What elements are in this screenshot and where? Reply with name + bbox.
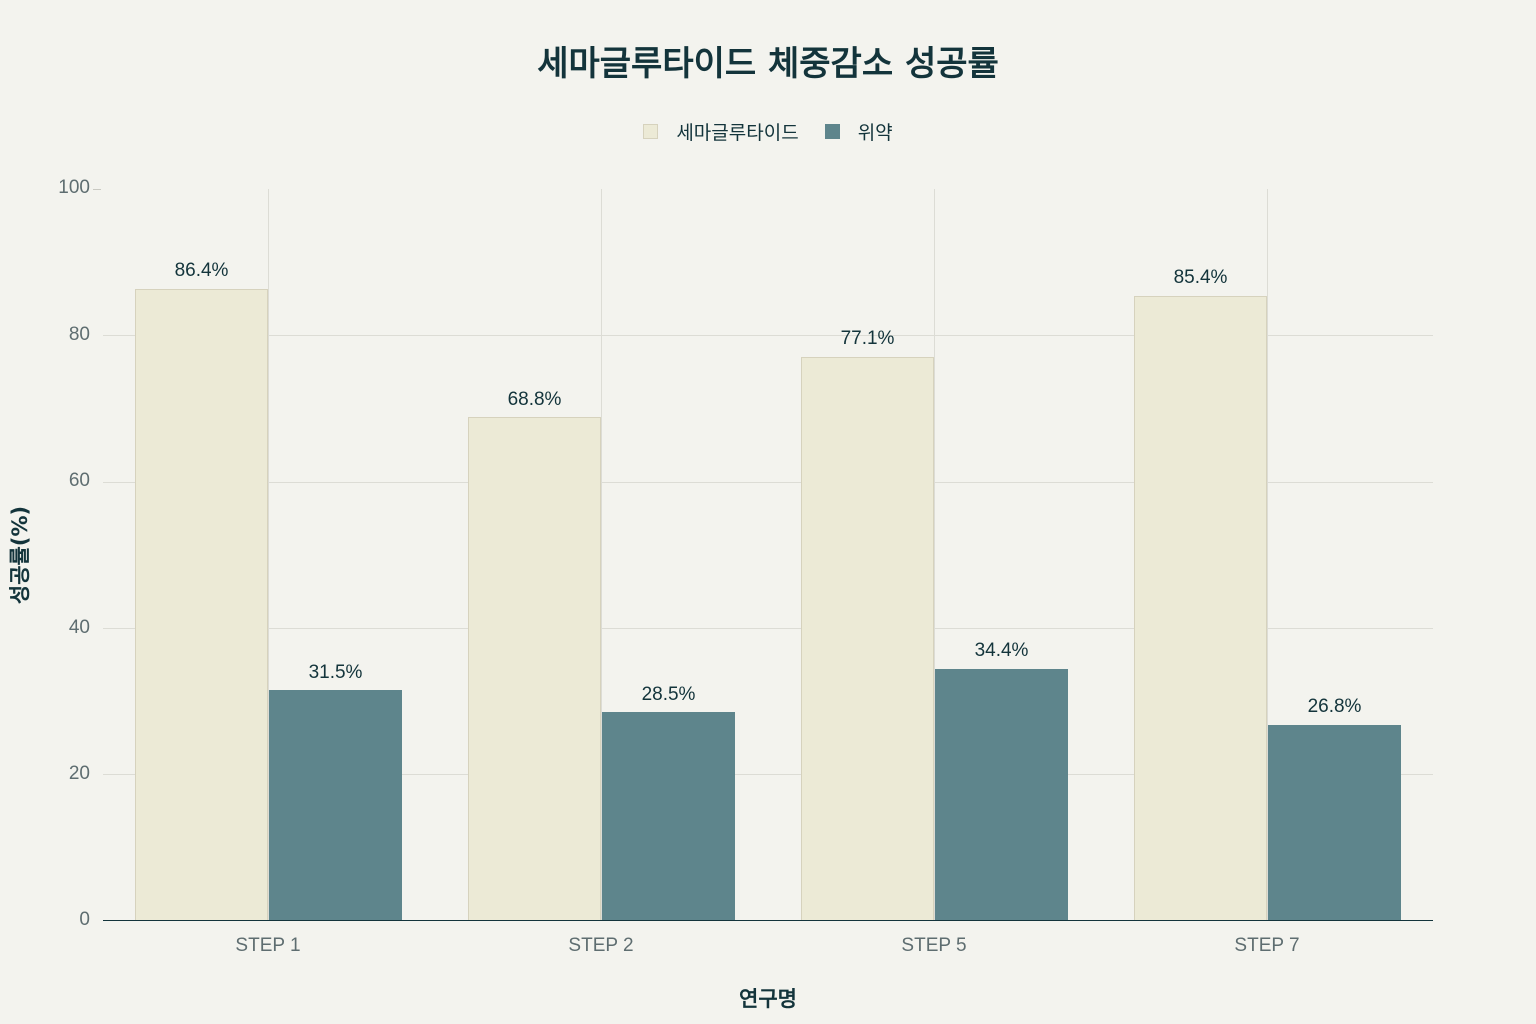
x-tick-step1: STEP 1 <box>235 935 301 956</box>
bar-placebo-step2[interactable] <box>602 712 735 921</box>
y-tick-0: 0 <box>79 909 90 930</box>
bar-semaglutide-step7[interactable] <box>1134 296 1267 921</box>
bar-label: 34.4% <box>974 640 1029 661</box>
y-axis-label: 성공률(%) <box>8 505 32 605</box>
y-tick-80: 80 <box>68 324 90 345</box>
bar-label: 86.4% <box>174 260 229 281</box>
legend-item-placebo[interactable]: 위약 <box>824 118 893 145</box>
legend: 세마글루타이드 위약 <box>0 118 1536 145</box>
y-tick-20: 20 <box>68 763 90 784</box>
bar-placebo-step7[interactable] <box>1268 725 1401 921</box>
bar-label: 85.4% <box>1173 267 1228 288</box>
legend-item-semaglutide[interactable]: 세마글루타이드 <box>643 118 799 145</box>
legend-label-placebo: 위약 <box>857 122 893 144</box>
x-tick-step5: STEP 5 <box>901 935 967 956</box>
x-axis-line <box>103 920 1433 921</box>
x-axis-label: 연구명 <box>739 987 797 1011</box>
y-tick-40: 40 <box>68 617 90 638</box>
x-tick-step7: STEP 7 <box>1234 935 1300 956</box>
vgrid-step2 <box>601 189 602 921</box>
bar-label: 31.5% <box>308 662 363 683</box>
x-tick-step2: STEP 2 <box>568 935 634 956</box>
bar-semaglutide-step5[interactable] <box>801 357 934 921</box>
gridline-40 <box>103 628 1433 629</box>
vgrid-step1 <box>268 189 269 921</box>
y-tick-60: 60 <box>68 470 90 491</box>
chart-title: 세마글루타이드 체중감소 성공률 <box>537 44 999 84</box>
bar-label: 77.1% <box>840 328 895 349</box>
legend-swatch-placebo <box>824 124 840 139</box>
bar-semaglutide-step2[interactable] <box>468 417 601 921</box>
bar-semaglutide-step1[interactable] <box>135 289 268 921</box>
legend-label-semaglutide: 세마글루타이드 <box>676 122 799 144</box>
bar-placebo-step1[interactable] <box>269 690 402 921</box>
bar-label: 26.8% <box>1307 696 1362 717</box>
gridline-60 <box>103 482 1433 483</box>
y-tick-100: 100 <box>58 177 90 198</box>
gridline-80 <box>103 335 1433 336</box>
bar-placebo-step5[interactable] <box>935 669 1068 921</box>
bar-label: 28.5% <box>641 684 696 705</box>
y-tick-mark <box>93 189 101 190</box>
plot-area: 86.4% 31.5% 68.8% 28.5% 77.1% 34.4% 85.4… <box>103 189 1433 921</box>
gridline-20 <box>103 774 1433 775</box>
vgrid-step5 <box>934 189 935 921</box>
bar-label: 68.8% <box>507 389 562 410</box>
legend-swatch-semaglutide <box>643 124 659 139</box>
vgrid-step7 <box>1267 189 1268 921</box>
